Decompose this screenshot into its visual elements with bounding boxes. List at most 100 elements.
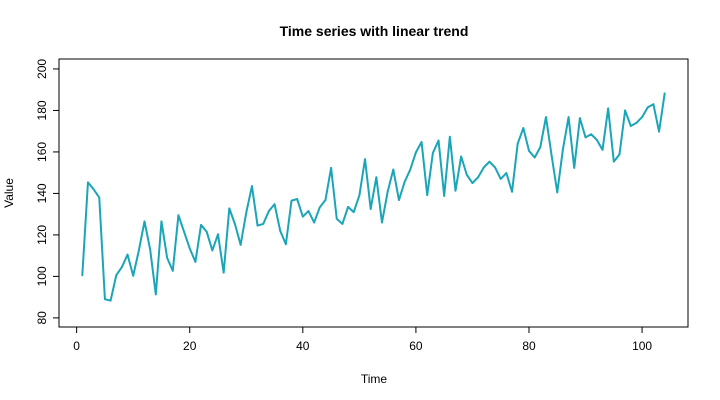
data-point [341,223,344,225]
data-point [143,220,146,223]
data-point [149,248,152,251]
data-point [516,142,519,145]
data-point [398,199,400,201]
x-tick-label: 40 [296,339,310,353]
data-point [177,214,180,217]
y-tick-label: 80 [35,311,49,325]
data-point [460,155,463,158]
data-point [358,194,361,197]
data-point [578,117,581,120]
data-point [364,158,366,161]
data-point [381,221,383,224]
data-point [188,247,191,250]
data-point [87,181,89,184]
data-point [352,211,355,213]
data-point [550,154,553,157]
x-tick-label: 60 [409,339,423,353]
data-point [635,121,638,124]
data-point [369,208,372,210]
data-point [533,156,536,159]
data-point [273,203,276,206]
y-tick-label: 140 [35,183,49,203]
data-point [313,221,316,224]
data-point [415,151,417,154]
data-point [217,233,219,236]
data-point [171,269,174,272]
data-point [279,229,282,232]
data-point [646,106,649,109]
data-point [584,136,587,139]
data-point [256,224,259,227]
data-point [511,190,513,193]
data-point [590,133,593,136]
data-point [488,160,491,163]
data-point [663,92,666,95]
data-point [624,109,627,112]
data-point [601,148,604,151]
data-point [109,299,112,302]
data-point [262,223,265,225]
data-point [245,211,248,214]
data-point [330,167,332,169]
data-point [251,185,253,188]
chart-title: Time series with linear trend [280,23,469,39]
data-point [205,230,208,233]
data-point [431,152,434,154]
data-point [652,103,655,106]
data-point [335,217,338,220]
x-axis-label: Time [361,372,388,386]
data-point [228,207,231,210]
x-axis: 0 20 40 60 80 100 [73,326,652,353]
data-point [528,149,530,152]
data-point [403,181,406,183]
data-point [443,195,446,197]
data-point [132,274,135,277]
data-point [183,230,185,233]
data-point [324,199,327,201]
y-axis-label: Value [2,178,16,208]
data-point [307,210,310,212]
data-point [154,293,157,296]
data-point [166,256,169,259]
x-tick-label: 0 [73,339,80,353]
data-point [539,146,542,149]
y-tick-label: 200 [35,59,49,79]
data-point [448,135,451,138]
data-point [386,190,389,193]
y-tick-label: 100 [35,266,49,286]
series-layer [81,92,666,302]
data-point [612,160,615,163]
data-point [641,116,643,118]
data-point [284,243,287,246]
data-point [137,249,140,252]
x-tick-label: 20 [183,339,197,353]
data-point [545,116,547,118]
data-point [267,210,270,212]
data-point [194,260,197,263]
data-point [290,199,293,202]
data-point [454,189,457,192]
data-point [556,191,559,194]
y-tick-label: 180 [35,100,49,120]
data-point [92,188,95,191]
y-tick-label: 120 [35,225,49,245]
data-point [296,198,299,200]
data-point [211,249,214,252]
data-point [607,107,610,110]
data-point [409,168,412,171]
data-point [347,206,349,208]
data-point [222,271,225,274]
data-point [494,166,496,169]
data-point [522,127,525,129]
data-point [618,153,621,156]
data-point [437,139,440,142]
data-point [392,168,395,171]
data-point [562,148,564,151]
data-point [318,206,321,209]
data-point [477,176,480,179]
data-point [420,141,423,143]
x-tick-label: 80 [522,339,536,353]
series-line [81,93,666,302]
y-axis: 80 100 120 140 160 180 200 [35,59,60,325]
data-point [658,130,660,133]
